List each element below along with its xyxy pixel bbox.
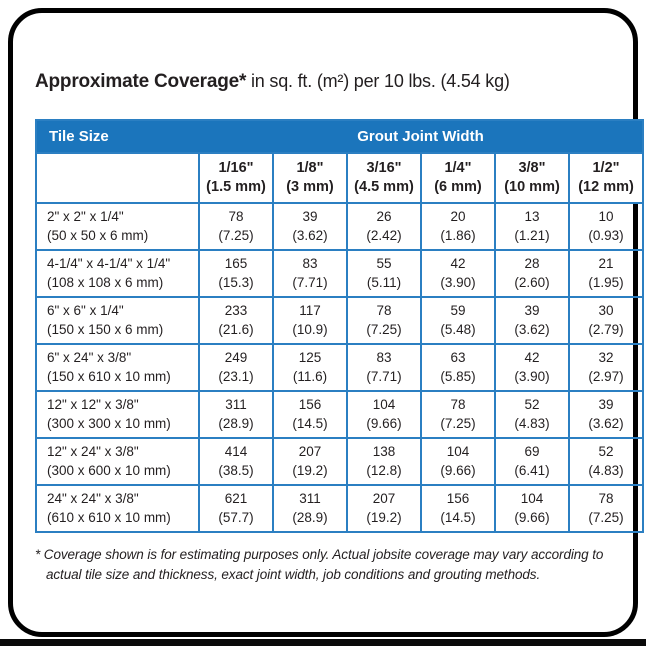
- title-bold: Approximate Coverage*: [35, 71, 247, 92]
- coverage-value-cell: 28 (2.60): [494, 249, 570, 298]
- coverage-value-cell: 311 (28.9): [198, 390, 274, 439]
- coverage-value-cell: 621 (57.7): [198, 484, 274, 533]
- coverage-value-cell: 83 (7.71): [346, 343, 422, 392]
- coverage-value-cell: 78 (7.25): [198, 202, 274, 251]
- tile-size-cell: 12" x 24" x 3/8" (300 x 600 x 10 mm): [35, 437, 200, 486]
- coverage-value-cell: 39 (3.62): [494, 296, 570, 345]
- tile-size-cell: 12" x 12" x 3/8" (300 x 300 x 10 mm): [35, 390, 200, 439]
- coverage-value-cell: 69 (6.41): [494, 437, 570, 486]
- coverage-value-cell: 104 (9.66): [420, 437, 496, 486]
- coverage-value-cell: 156 (14.5): [272, 390, 348, 439]
- table-header-row: Tile Size Grout Joint Width: [35, 119, 645, 154]
- coverage-value-cell: 165 (15.3): [198, 249, 274, 298]
- tile-size-empty-cell: [35, 152, 200, 204]
- page-title: Approximate Coverage* in sq. ft. (m²) pe…: [35, 71, 615, 93]
- coverage-value-cell: 138 (12.8): [346, 437, 422, 486]
- coverage-value-cell: 42 (3.90): [494, 343, 570, 392]
- coverage-value-cell: 156 (14.5): [420, 484, 496, 533]
- coverage-value-cell: 78 (7.25): [346, 296, 422, 345]
- coverage-value-cell: 32 (2.97): [567, 343, 645, 392]
- coverage-value-cell: 63 (5.85): [420, 343, 496, 392]
- coverage-value-cell: 55 (5.11): [346, 249, 422, 298]
- grout-joint-width-header: Grout Joint Width: [199, 119, 645, 154]
- coverage-value-cell: 83 (7.71): [272, 249, 348, 298]
- bottom-edge-bar: [0, 639, 646, 646]
- coverage-table: Tile Size Grout Joint Width 1/16" (1.5 mm…: [35, 119, 645, 533]
- coverage-value-cell: 59 (5.48): [420, 296, 496, 345]
- coverage-value-cell: 10 (0.93): [567, 202, 645, 251]
- coverage-value-cell: 414 (38.5): [198, 437, 274, 486]
- content-area: Approximate Coverage* in sq. ft. (m²) pe…: [35, 71, 645, 584]
- tile-size-cell: 2" x 2" x 1/4" (50 x 50 x 6 mm): [35, 202, 200, 251]
- coverage-value-cell: 52 (4.83): [494, 390, 570, 439]
- coverage-value-cell: 233 (21.6): [198, 296, 274, 345]
- table-row: 6" x 6" x 1/4" (150 x 150 x 6 mm) 233 (21.6…: [35, 296, 645, 345]
- tile-size-cell: 4-1/4" x 4-1/4" x 1/4" (108 x 108 x 6 mm): [35, 249, 200, 298]
- coverage-value-cell: 52 (4.83): [567, 437, 645, 486]
- coverage-value-cell: 311 (28.9): [272, 484, 348, 533]
- coverage-value-cell: 78 (7.25): [567, 484, 645, 533]
- tile-size-cell: 6" x 6" x 1/4" (150 x 150 x 6 mm): [35, 296, 200, 345]
- column-header-cell: 3/8" (10 mm): [494, 152, 570, 204]
- coverage-value-cell: 117 (10.9): [272, 296, 348, 345]
- column-header-cell: 1/8" (3 mm): [272, 152, 348, 204]
- coverage-value-cell: 207 (19.2): [346, 484, 422, 533]
- column-header-cell: 1/4" (6 mm): [420, 152, 496, 204]
- coverage-value-cell: 207 (19.2): [272, 437, 348, 486]
- coverage-value-cell: 26 (2.42): [346, 202, 422, 251]
- table-row: 2" x 2" x 1/4" (50 x 50 x 6 mm) 78 (7.25) 39…: [35, 202, 645, 251]
- coverage-value-cell: 125 (11.6): [272, 343, 348, 392]
- coverage-value-cell: 39 (3.62): [272, 202, 348, 251]
- coverage-value-cell: 20 (1.86): [420, 202, 496, 251]
- table-row: 24" x 24" x 3/8" (610 x 610 x 10 mm) 621 (5…: [35, 484, 645, 533]
- table-row: 6" x 24" x 3/8" (150 x 610 x 10 mm) 249 (23…: [35, 343, 645, 392]
- column-header-row: 1/16" (1.5 mm) 1/8" (3 mm) 3/16" (4.5 mm) 1/4"…: [35, 152, 645, 204]
- table-row: 12" x 12" x 3/8" (300 x 300 x 10 mm) 311 (2…: [35, 390, 645, 439]
- coverage-value-cell: 104 (9.66): [494, 484, 570, 533]
- tile-size-cell: 6" x 24" x 3/8" (150 x 610 x 10 mm): [35, 343, 200, 392]
- coverage-value-cell: 39 (3.62): [567, 390, 645, 439]
- footnote: * Coverage shown is for estimating purpo…: [35, 547, 604, 582]
- title-rest: in sq. ft. (m²) per 10 lbs. (4.54 kg): [246, 71, 510, 91]
- tile-size-header: Tile Size: [35, 119, 199, 154]
- column-header-cell: 1/16" (1.5 mm): [198, 152, 274, 204]
- column-header-cell: 1/2" (12 mm): [567, 152, 645, 204]
- tile-size-cell: 24" x 24" x 3/8" (610 x 610 x 10 mm): [35, 484, 200, 533]
- coverage-value-cell: 249 (23.1): [198, 343, 274, 392]
- column-header-cell: 3/16" (4.5 mm): [346, 152, 422, 204]
- coverage-value-cell: 42 (3.90): [420, 249, 496, 298]
- table-body: 2" x 2" x 1/4" (50 x 50 x 6 mm) 78 (7.25) 39…: [35, 202, 645, 533]
- coverage-value-cell: 30 (2.79): [567, 296, 645, 345]
- coverage-value-cell: 13 (1.21): [494, 202, 570, 251]
- coverage-value-cell: 104 (9.66): [346, 390, 422, 439]
- coverage-value-cell: 78 (7.25): [420, 390, 496, 439]
- rounded-frame: Approximate Coverage* in sq. ft. (m²) pe…: [8, 8, 645, 637]
- table-row: 12" x 24" x 3/8" (300 x 600 x 10 mm) 414 (3…: [35, 437, 645, 486]
- coverage-value-cell: 21 (1.95): [567, 249, 645, 298]
- table-row: 4-1/4" x 4-1/4" x 1/4" (108 x 108 x 6 mm)…: [35, 249, 645, 298]
